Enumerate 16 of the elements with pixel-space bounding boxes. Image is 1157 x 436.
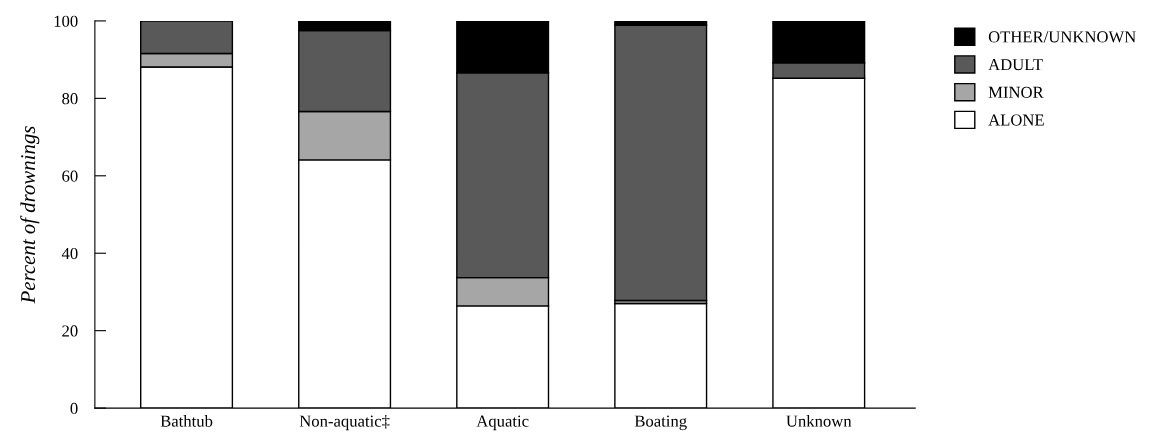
y-tick-label: 0: [70, 402, 78, 415]
x-tick-label: Non-aquatic‡: [299, 415, 390, 431]
y-tick-label: 60: [62, 170, 78, 182]
y-axis-title: Percent of drownings: [20, 126, 40, 304]
x-tick-label: Bathtub: [160, 415, 213, 427]
legend-label: ADULT: [988, 59, 1043, 71]
x-tick-label: Aquatic: [476, 415, 529, 431]
y-tick-label: 100: [54, 15, 78, 27]
y-tick-label: 20: [62, 325, 78, 337]
legend-label: MINOR: [988, 86, 1044, 98]
legend-label: ALONE: [988, 114, 1044, 126]
y-tick-label: 40: [61, 247, 78, 260]
x-tick-label: Unknown: [786, 415, 852, 427]
legend-label: OTHER/UNKNOWN: [988, 31, 1136, 43]
y-tick-label: 80: [62, 93, 78, 105]
x-tick-label: Boating: [634, 415, 687, 431]
